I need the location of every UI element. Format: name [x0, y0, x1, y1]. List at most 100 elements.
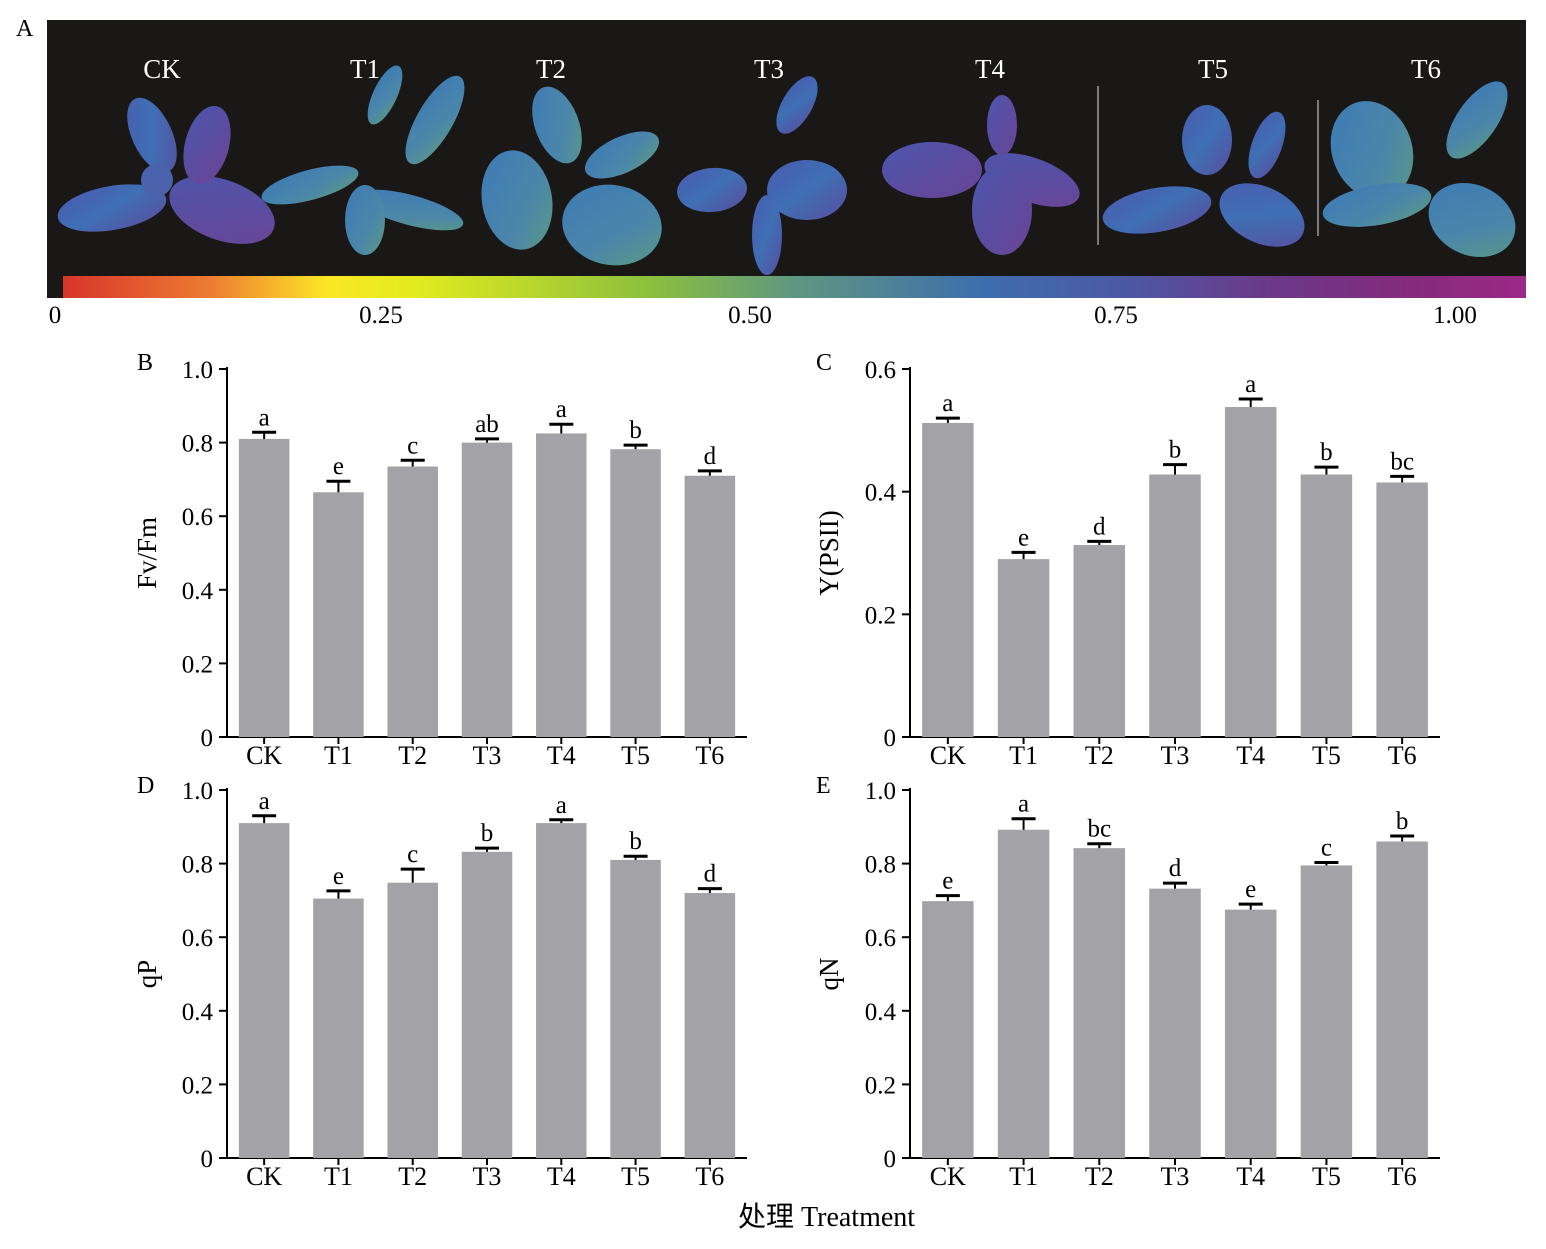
x-tick-label-t3: T3	[1161, 1162, 1190, 1191]
plant-label-t1: T1	[350, 54, 380, 84]
panel-letter-c: C	[816, 350, 832, 376]
bar-t5	[610, 859, 661, 1158]
common-x-axis-label: 处理 Treatment	[738, 1202, 916, 1233]
significance-label: a	[1018, 791, 1029, 818]
x-tick-label-t6: T6	[695, 741, 724, 770]
y-tick-label: 0.8	[182, 431, 213, 458]
significance-label: b	[1396, 808, 1409, 835]
plant-t4-image	[882, 95, 1080, 255]
y-tick-label: 0.2	[182, 651, 213, 678]
y-tick-label: 0.2	[182, 1072, 213, 1099]
y-tick-label: 0.6	[865, 925, 896, 952]
significance-label: b	[1320, 439, 1333, 466]
plant-label-t6: T6	[1411, 54, 1441, 84]
colorbar-tick-1-00: 1.00	[1433, 302, 1477, 329]
y-axis-label: Fv/Fm	[132, 517, 162, 589]
x-tick-label-ck: CK	[930, 1162, 966, 1191]
plant-t1-image	[261, 65, 465, 255]
significance-label: e	[333, 863, 344, 890]
x-tick-label-t6: T6	[695, 1162, 724, 1191]
y-axis-label: Y(PSII)	[814, 510, 844, 596]
x-tick-label-t3: T3	[473, 1162, 502, 1191]
chart-panel-b: B Fv/Fm 0 0.2 0.4 0.6 0.8 1.0 a CK e T1 c T2 ab T3 a T4 b T…	[132, 350, 747, 770]
y-tick-label: 0.4	[865, 480, 897, 507]
x-tick-label-t6: T6	[1388, 1162, 1417, 1191]
bar-t4	[536, 823, 587, 1158]
significance-label: a	[556, 396, 567, 423]
x-tick-label-ck: CK	[246, 1162, 282, 1191]
y-tick-label: 0.6	[182, 504, 213, 531]
x-tick-label-t2: T2	[1085, 741, 1114, 770]
plant-label-t4: T4	[975, 54, 1005, 84]
chart-panel-e: EqN 0 0.2 0.4 0.6 0.8 1.0 e CK a T1 bc T2 d T3 e T4 c T5 b T…	[814, 773, 1440, 1191]
y-tick-label: 0	[201, 725, 214, 752]
bar-ck	[922, 422, 974, 737]
plant-ck-image	[57, 97, 275, 244]
significance-label: c	[1321, 834, 1332, 861]
plant-label-t3: T3	[754, 54, 784, 84]
y-tick-label: 0.2	[865, 1072, 896, 1099]
plant-t5-image	[1102, 105, 1305, 247]
x-tick-label-t3: T3	[1161, 741, 1190, 770]
x-tick-label-t5: T5	[1312, 741, 1341, 770]
x-tick-label-t4: T4	[1236, 741, 1265, 770]
bar-t2	[387, 466, 438, 737]
x-tick-label-t2: T2	[398, 741, 427, 770]
y-tick-label: 0.8	[182, 852, 213, 879]
bar-t5	[1300, 474, 1353, 737]
bar-ck	[238, 823, 290, 1158]
y-tick-label: 0	[884, 725, 897, 752]
colorbar-tick-0-25: 0.25	[359, 302, 403, 329]
chart-panel-c: C Y(PSII) 0 0.2 0.4 0.6 a CK e T1 d T2 b T3 a T4 b T5 bc T6	[814, 350, 1440, 770]
bar-t4	[1224, 909, 1277, 1158]
panel-letter-d: D	[137, 773, 154, 799]
y-axis-label: qN	[814, 958, 844, 991]
x-tick-label-ck: CK	[246, 741, 282, 770]
y-axis-label: qP	[132, 960, 162, 989]
bar-t1	[997, 829, 1050, 1158]
bar-t2	[1073, 545, 1126, 737]
significance-label: a	[942, 390, 953, 417]
y-tick-label: 0.6	[865, 357, 896, 384]
y-tick-label: 0.4	[865, 999, 897, 1026]
x-tick-label-t1: T1	[1009, 1162, 1038, 1191]
bar-ck	[238, 438, 290, 737]
bar-t6	[684, 893, 736, 1158]
plant-t3-image	[677, 76, 847, 275]
plant-t6-image	[1322, 81, 1516, 257]
x-tick-label-t5: T5	[1312, 1162, 1341, 1191]
significance-label: a	[259, 788, 270, 815]
x-tick-label-t5: T5	[621, 1162, 650, 1191]
x-tick-label-t1: T1	[1009, 741, 1038, 770]
x-tick-label-t4: T4	[1236, 1162, 1265, 1191]
x-tick-label-t2: T2	[398, 1162, 427, 1191]
y-tick-label: 0.8	[865, 852, 896, 879]
bar-t6	[684, 475, 736, 737]
x-tick-label-ck: CK	[930, 741, 966, 770]
significance-label: bc	[1087, 816, 1111, 843]
significance-label: c	[407, 432, 418, 459]
significance-label: d	[704, 443, 717, 470]
bar-t2	[1073, 848, 1126, 1158]
significance-label: bc	[1390, 448, 1414, 475]
bar-t1	[313, 492, 364, 737]
bar-t4	[1224, 407, 1277, 737]
y-tick-label: 0.2	[865, 602, 896, 629]
significance-label: a	[1245, 371, 1256, 398]
colorbar-scale	[63, 276, 1526, 298]
bar-t3	[1149, 474, 1201, 737]
y-tick-label: 0	[201, 1146, 214, 1173]
bar-t4	[536, 433, 587, 737]
bar-t6	[1376, 482, 1428, 737]
y-tick-label: 1.0	[182, 778, 213, 805]
y-tick-label: 0.6	[182, 925, 213, 952]
panel-letter-e: E	[816, 773, 831, 799]
bar-t1	[997, 559, 1050, 737]
x-tick-label-t4: T4	[547, 1162, 576, 1191]
colorbar-tick-0: 0	[48, 302, 62, 329]
significance-label: b	[481, 820, 494, 847]
significance-label: a	[556, 792, 567, 819]
plant-label-t2: T2	[536, 54, 566, 84]
bar-t5	[1300, 865, 1353, 1158]
panel-letter-b: B	[137, 350, 153, 376]
